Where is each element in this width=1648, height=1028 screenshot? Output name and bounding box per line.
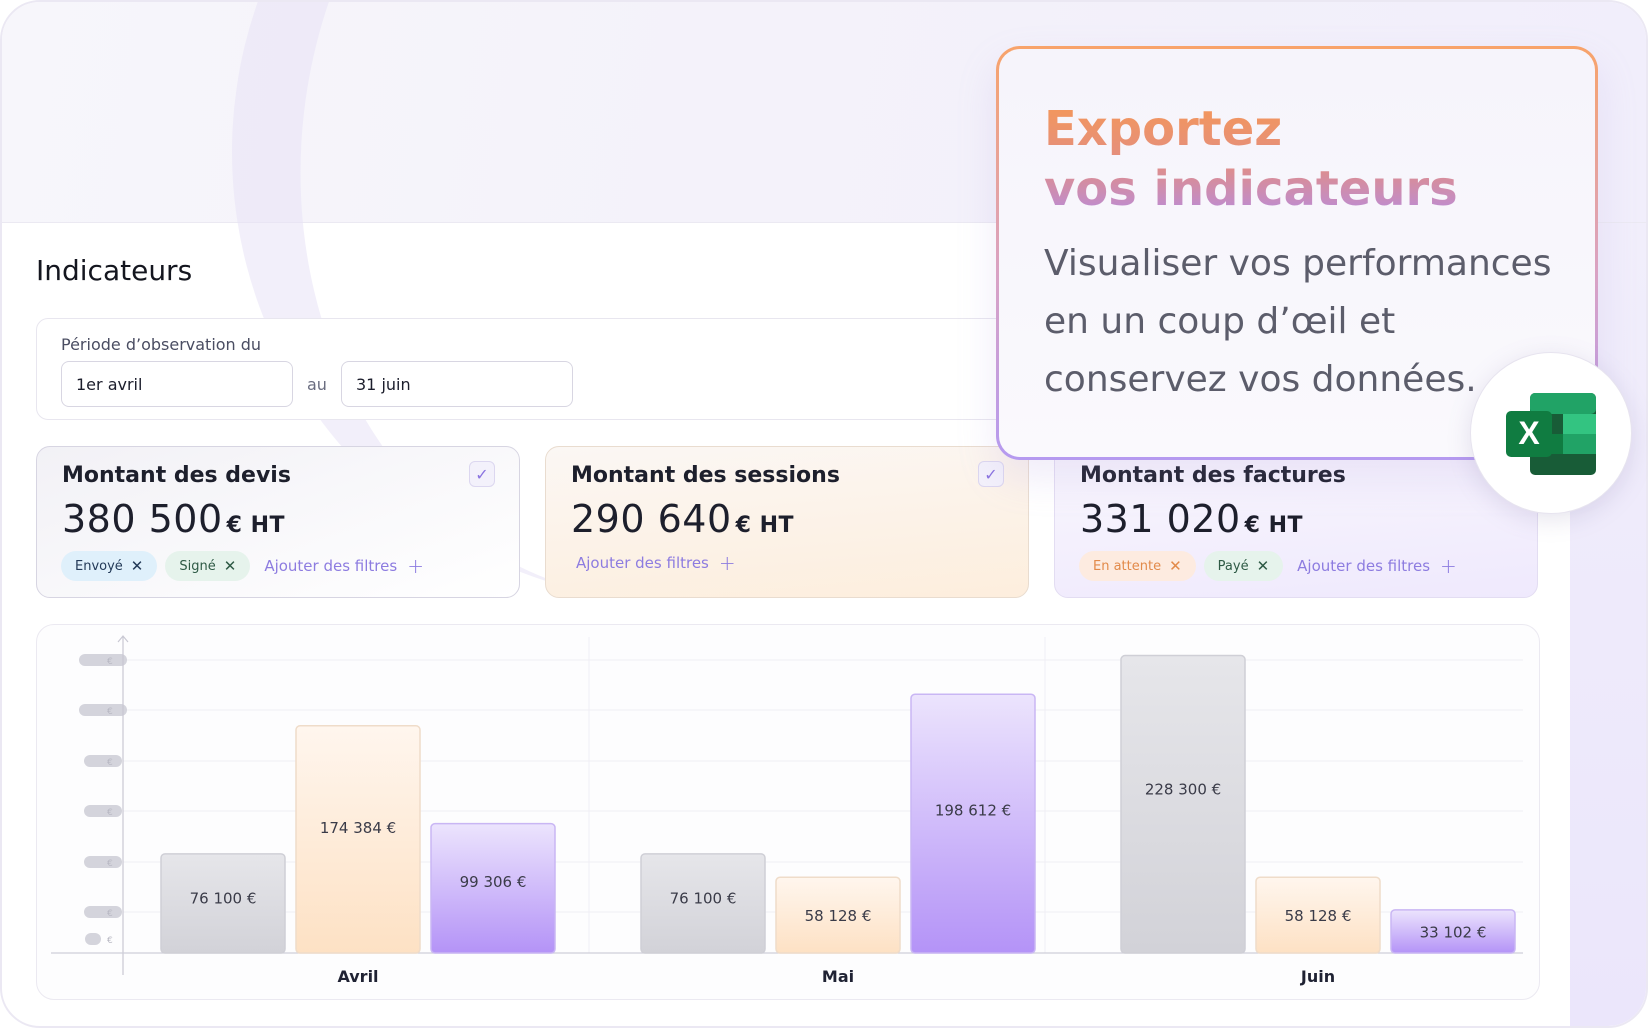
chart-bar (160, 853, 286, 954)
bar-value-label: 58 128 € (805, 907, 872, 925)
chart-bar (1390, 909, 1516, 954)
y-tick-unit: € (107, 859, 113, 869)
y-tick-unit: € (107, 657, 113, 667)
x-tick-label: Mai (822, 967, 854, 986)
period-label: Période d’observation du (61, 335, 262, 354)
bar-chart: € € € € € € €76 100 € 174 384 € 99 306 € Avril 76 … (36, 624, 1540, 1000)
kpi-unit: € HT (1244, 513, 1304, 538)
kpi-title: Montant des devis (62, 463, 291, 488)
chart-canvas: € € € € € € €76 100 € 174 384 € 99 306 € Avril 76 … (51, 635, 1523, 986)
add-filter-button[interactable]: Ajouter des filtres + (258, 554, 424, 578)
bar-value-label: 99 306 € (460, 873, 527, 891)
filter-chip-en-attente[interactable]: En attente ✕ (1079, 551, 1196, 581)
add-filter-button[interactable]: Ajouter des filtres + (1291, 554, 1457, 578)
promo-title: Exportez vos indicateurs (1044, 99, 1458, 219)
bar-value-label: 228 300 € (1145, 780, 1221, 798)
close-icon[interactable]: ✕ (223, 556, 237, 575)
chart-bar (1255, 876, 1381, 954)
filter-row: Ajouter des filtres + (570, 551, 736, 575)
promo-title-line-2: vos indicateurs (1044, 161, 1458, 217)
bar-value-label: 76 100 € (190, 889, 257, 907)
filter-chip-signe[interactable]: Signé ✕ (165, 551, 251, 581)
y-tick-placeholder (84, 805, 122, 817)
filter-row: Envoyé ✕ Signé ✕ Ajouter des filtres + (61, 551, 424, 581)
x-tick-label: Juin (1300, 967, 1335, 986)
plus-icon: + (1440, 554, 1457, 578)
plus-icon: + (407, 554, 424, 578)
y-tick-placeholder (79, 704, 127, 716)
y-tick-placeholder (84, 755, 122, 767)
checkbox-checked-icon[interactable]: ✓ (469, 461, 495, 487)
kpi-value: 380 500 € HT (62, 497, 285, 541)
y-tick-unit: € (107, 909, 113, 919)
promo-text: Visualiser vos performances en un coup d… (1044, 243, 1552, 400)
y-tick-placeholder (84, 906, 122, 918)
chart-bar (295, 725, 421, 954)
add-filter-label: Ajouter des filtres (1297, 557, 1431, 575)
chart-bar (775, 876, 901, 954)
close-icon[interactable]: ✕ (1169, 556, 1182, 575)
close-icon[interactable]: ✕ (1256, 556, 1270, 575)
add-filter-label: Ajouter des filtres (576, 554, 709, 572)
filter-chip-envoye[interactable]: Envoyé ✕ (61, 551, 158, 581)
chart-bar (430, 822, 556, 954)
excel-letter: X (1518, 415, 1540, 451)
bar-value-label: 76 100 € (670, 889, 737, 907)
excel-sheet-cell (1563, 434, 1596, 454)
bar-value-label: 174 384 € (320, 819, 396, 837)
chart-bar (1120, 654, 1246, 954)
kpi-amount: 290 640 (571, 497, 732, 541)
y-axis-arrow (117, 635, 129, 643)
y-tick-unit: € (107, 758, 113, 768)
date-from-input[interactable]: 1er avril (61, 361, 293, 407)
kpi-value: 290 640 € HT (571, 497, 794, 541)
filter-row: En attente ✕ Payé ✕ Ajouter des filtres … (1079, 551, 1457, 581)
export-promo-card: Exportez vos indicateurs Visualiser vos … (996, 46, 1598, 460)
kpi-card-sessions[interactable]: Montant des sessions 290 640 € HT ✓ Ajout… (545, 446, 1029, 598)
kpi-title: Montant des factures (1080, 463, 1346, 488)
y-tick-unit: € (107, 707, 113, 717)
kpi-title: Montant des sessions (571, 463, 840, 488)
add-filter-button[interactable]: Ajouter des filtres + (570, 551, 736, 575)
chart-bar (640, 853, 766, 954)
bar-value-label: 33 102 € (1420, 923, 1487, 941)
y-tick-unit: € (107, 936, 113, 946)
plus-icon: + (718, 551, 736, 575)
close-icon[interactable]: ✕ (130, 556, 144, 575)
chip-label: En attente (1093, 558, 1162, 574)
chip-label: Signé (179, 558, 216, 574)
kpi-unit: € HT (226, 513, 286, 538)
y-tick-placeholder (84, 856, 122, 868)
kpi-amount: 380 500 (62, 497, 223, 541)
y-tick-unit: € (107, 808, 113, 818)
promo-title-line-1: Exportez (1044, 101, 1283, 157)
bar-value-label: 198 612 € (935, 802, 1011, 820)
chart-bar (910, 693, 1036, 954)
page-title: Indicateurs (36, 254, 193, 287)
y-tick-placeholder (79, 654, 127, 666)
kpi-value: 331 020 € HT (1080, 497, 1303, 541)
promo-card-body: Exportez vos indicateurs Visualiser vos … (999, 49, 1595, 457)
kpi-card-devis[interactable]: Montant des devis 380 500 € HT ✓ Envoyé ✕… (36, 446, 520, 598)
chip-label: Envoyé (75, 558, 123, 574)
excel-icon: X (1506, 393, 1596, 475)
excel-export-button[interactable]: X (1470, 352, 1632, 514)
bar-value-label: 58 128 € (1285, 907, 1352, 925)
chip-label: Payé (1217, 558, 1249, 574)
checkbox-checked-icon[interactable]: ✓ (978, 461, 1004, 487)
kpi-card-factures[interactable]: Montant des factures 331 020 € HT En atte… (1054, 446, 1538, 598)
date-separator: au (307, 375, 327, 394)
x-tick-label: Avril (337, 967, 378, 986)
filter-chip-paye[interactable]: Payé ✕ (1203, 551, 1284, 581)
excel-sheet-row-1 (1530, 393, 1596, 414)
y-tick-placeholder (85, 933, 101, 945)
excel-badge (1506, 411, 1552, 457)
kpi-amount: 331 020 (1080, 497, 1241, 541)
excel-sheet-cell (1563, 414, 1596, 434)
date-to-input[interactable]: 31 juin (341, 361, 573, 407)
kpi-unit: € HT (735, 513, 795, 538)
add-filter-label: Ajouter des filtres (264, 557, 398, 575)
